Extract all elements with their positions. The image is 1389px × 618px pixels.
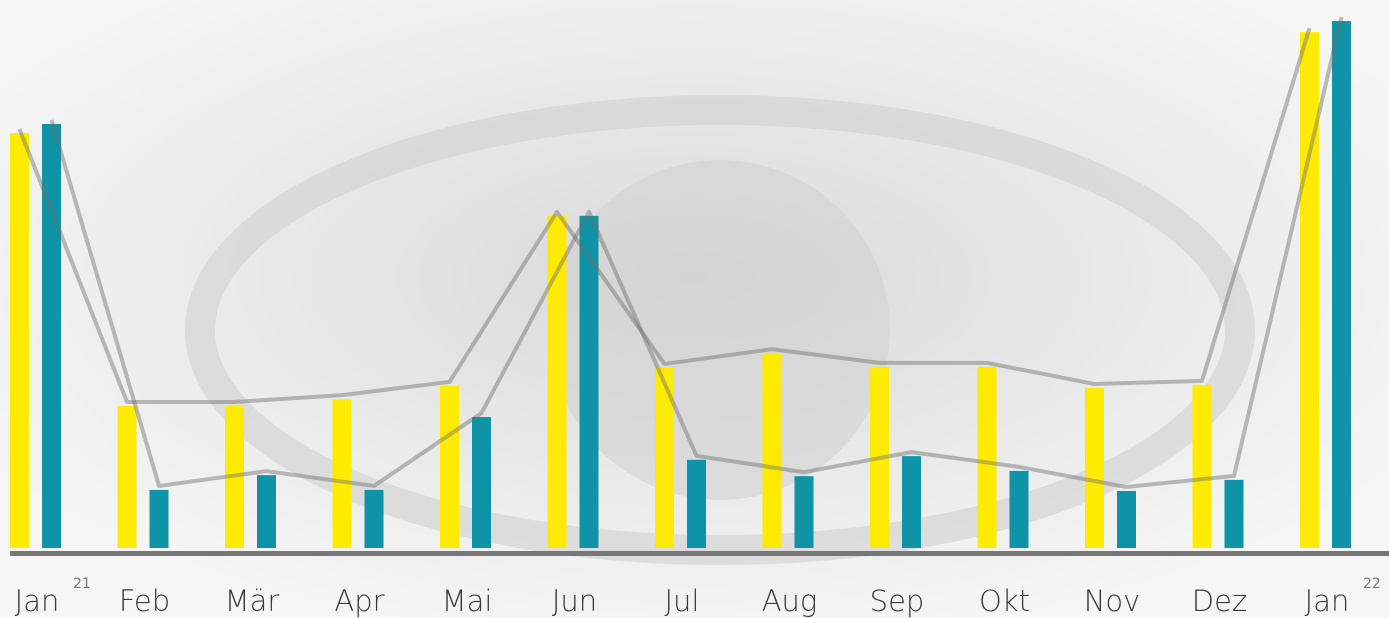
x-tick-label: Dez [1192, 584, 1247, 618]
bar [365, 490, 384, 548]
bar [440, 386, 459, 548]
bar [1332, 21, 1351, 548]
bar [1010, 471, 1029, 548]
bar [333, 399, 352, 548]
bar [1117, 491, 1136, 548]
bar [1225, 480, 1244, 548]
bar [1085, 388, 1104, 548]
bar [257, 475, 276, 548]
x-tick-label: Okt [979, 584, 1030, 618]
bar [42, 124, 61, 548]
x-tick-label: Jan [1305, 584, 1350, 618]
x-tick-label: Nov [1084, 584, 1141, 618]
x-tick-label: Apr [334, 584, 384, 618]
year-label: 22 [1363, 576, 1381, 592]
x-tick-label: Jun [552, 584, 597, 618]
bar [118, 406, 137, 548]
x-tick-label: Jul [665, 584, 700, 618]
bar [472, 417, 491, 548]
bar [548, 216, 567, 548]
baseline [10, 551, 1389, 556]
x-tick-label: Sep [870, 584, 925, 618]
bar [795, 476, 814, 548]
year-label: 21 [73, 576, 91, 592]
bar [1193, 385, 1212, 548]
bar [150, 490, 169, 548]
x-tick-label: Mär [225, 584, 280, 618]
chart: Jan Feb Mär Apr Mai Jun Jul Aug Sep Okt Nov Dez Jan 2… [0, 0, 1389, 618]
bar [978, 367, 997, 548]
bar [763, 353, 782, 548]
bar [687, 460, 706, 548]
page: {"chart_data": {"type": "bar", "categori… [0, 0, 1389, 618]
bar [10, 133, 29, 548]
x-tick-label: Jan [15, 584, 60, 618]
bar [1300, 32, 1319, 548]
x-tick-label: Mai [442, 584, 493, 618]
x-tick-label: Feb [119, 584, 170, 618]
background-iris [550, 160, 890, 500]
x-tick-label: Aug [762, 584, 818, 618]
bar [902, 456, 921, 548]
